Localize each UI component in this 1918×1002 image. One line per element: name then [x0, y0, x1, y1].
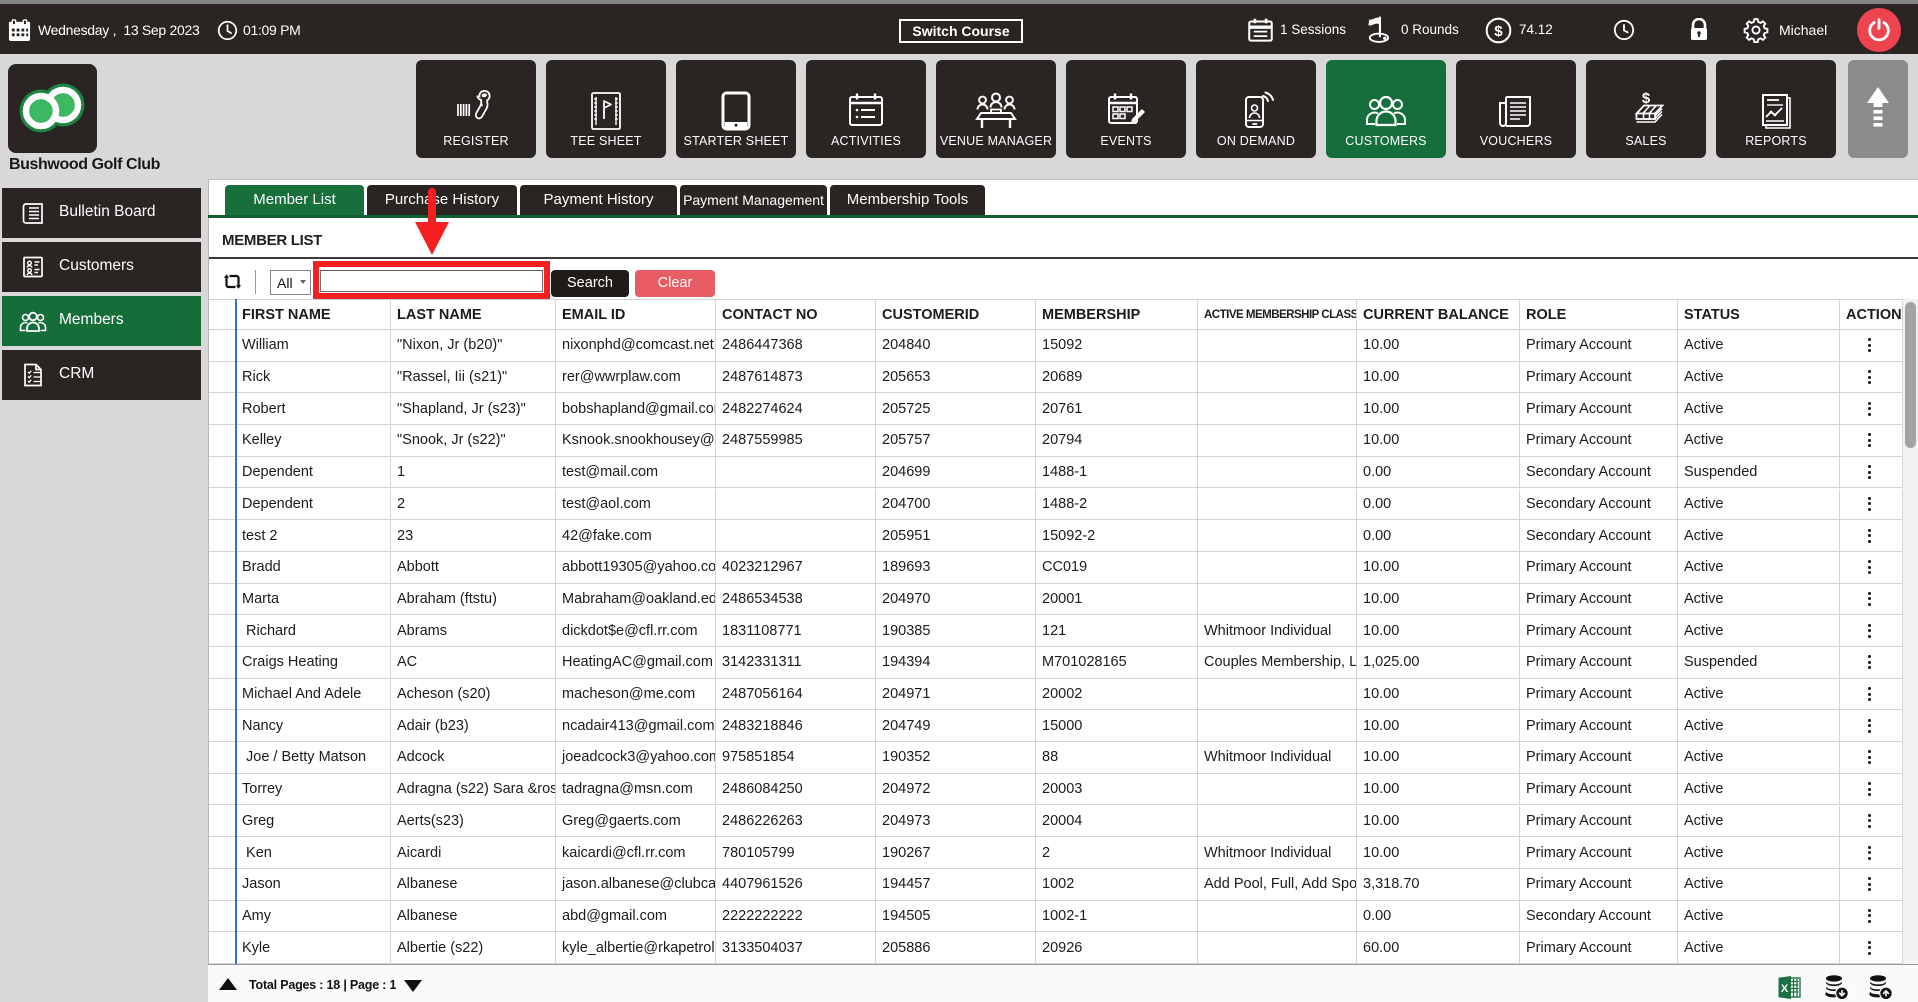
svg-text:$: $ — [1642, 90, 1651, 107]
svg-text:$: $ — [1494, 23, 1503, 40]
svg-text:X: X — [1781, 983, 1789, 995]
